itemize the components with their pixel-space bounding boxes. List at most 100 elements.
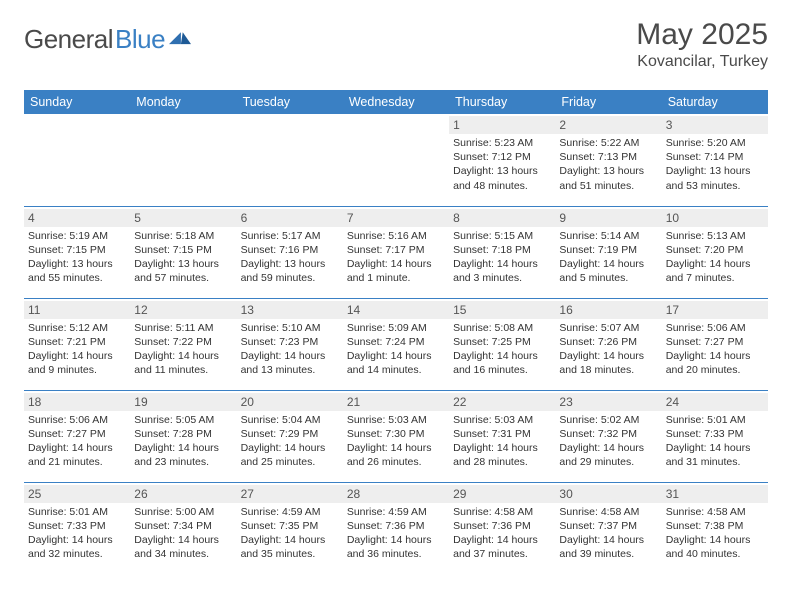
day-line-sr: Sunrise: 4:58 AM (666, 505, 764, 519)
calendar-day-empty (24, 114, 130, 206)
day-line-d2: and 16 minutes. (453, 363, 551, 377)
calendar-day: 27Sunrise: 4:59 AMSunset: 7:35 PMDayligh… (237, 482, 343, 574)
day-header: Monday (130, 90, 236, 114)
day-line-d2: and 23 minutes. (134, 455, 232, 469)
day-line-ss: Sunset: 7:38 PM (666, 519, 764, 533)
day-line-sr: Sunrise: 5:04 AM (241, 413, 339, 427)
day-line-d1: Daylight: 13 hours (28, 257, 126, 271)
day-header: Thursday (449, 90, 555, 114)
day-line-sr: Sunrise: 5:06 AM (666, 321, 764, 335)
calendar-day: 9 Sunrise: 5:14 AMSunset: 7:19 PMDaylight… (555, 206, 661, 298)
day-details: Sunrise: 4:59 AMSunset: 7:35 PMDaylight:… (241, 505, 339, 562)
day-line-d1: Daylight: 14 hours (559, 257, 657, 271)
calendar-week: 18Sunrise: 5:06 AMSunset: 7:27 PMDayligh… (24, 390, 768, 482)
day-line-d2: and 48 minutes. (453, 179, 551, 193)
day-line-d1: Daylight: 14 hours (134, 533, 232, 547)
calendar-day: 7Sunrise: 5:16 AMSunset: 7:17 PMDaylight… (343, 206, 449, 298)
day-line-sr: Sunrise: 5:01 AM (28, 505, 126, 519)
day-line-d2: and 37 minutes. (453, 547, 551, 561)
day-line-sr: Sunrise: 5:13 AM (666, 229, 764, 243)
day-details: Sunrise: 5:06 AMSunset: 7:27 PMDaylight:… (28, 413, 126, 470)
calendar-day: 26 Sunrise: 5:00 AMSunset: 7:34 PMDayligh… (130, 482, 236, 574)
day-number: 8 (449, 209, 555, 227)
title-block: May 2025 Kovancilar, Turkey (636, 18, 768, 71)
day-number: 5 (130, 209, 236, 227)
day-number: 20 (237, 393, 343, 411)
day-header: Tuesday (237, 90, 343, 114)
day-number: 2 (555, 116, 661, 134)
day-line-d2: and 26 minutes. (347, 455, 445, 469)
day-details: Sunrise: 5:07 AMSunset: 7:26 PMDaylight:… (559, 321, 657, 378)
location-label: Kovancilar, Turkey (636, 53, 768, 71)
day-line-d2: and 31 minutes. (666, 455, 764, 469)
brand-mark-icon (169, 25, 191, 45)
day-number: 25 (24, 485, 130, 503)
day-line-sr: Sunrise: 5:02 AM (559, 413, 657, 427)
day-number: 9 (555, 209, 661, 227)
day-details: Sunrise: 5:01 AMSunset: 7:33 PMDaylight:… (28, 505, 126, 562)
day-number: 19 (130, 393, 236, 411)
day-line-sr: Sunrise: 5:03 AM (453, 413, 551, 427)
day-line-ss: Sunset: 7:33 PM (28, 519, 126, 533)
calendar-day: 22Sunrise: 5:03 AMSunset: 7:31 PMDayligh… (449, 390, 555, 482)
day-details: Sunrise: 4:59 AMSunset: 7:36 PMDaylight:… (347, 505, 445, 562)
day-line-d2: and 36 minutes. (347, 547, 445, 561)
day-details: Sunrise: 5:15 AMSunset: 7:18 PMDaylight:… (453, 229, 551, 286)
day-line-ss: Sunset: 7:34 PM (134, 519, 232, 533)
day-line-ss: Sunset: 7:17 PM (347, 243, 445, 257)
day-details: Sunrise: 5:03 AMSunset: 7:30 PMDaylight:… (347, 413, 445, 470)
day-line-ss: Sunset: 7:28 PM (134, 427, 232, 441)
day-line-ss: Sunset: 7:36 PM (453, 519, 551, 533)
day-line-sr: Sunrise: 5:19 AM (28, 229, 126, 243)
day-line-d2: and 5 minutes. (559, 271, 657, 285)
day-number: 18 (24, 393, 130, 411)
day-line-sr: Sunrise: 5:00 AM (134, 505, 232, 519)
day-line-ss: Sunset: 7:29 PM (241, 427, 339, 441)
day-details: Sunrise: 5:17 AMSunset: 7:16 PMDaylight:… (241, 229, 339, 286)
calendar-day: 30Sunrise: 4:58 AMSunset: 7:37 PMDayligh… (555, 482, 661, 574)
calendar-day: 5Sunrise: 5:18 AMSunset: 7:15 PMDaylight… (130, 206, 236, 298)
day-details: Sunrise: 5:14 AMSunset: 7:19 PMDaylight:… (559, 229, 657, 286)
calendar-day: 8 Sunrise: 5:15 AMSunset: 7:18 PMDaylight… (449, 206, 555, 298)
day-line-d1: Daylight: 14 hours (28, 441, 126, 455)
day-line-d1: Daylight: 14 hours (347, 257, 445, 271)
page-title: May 2025 (636, 18, 768, 51)
calendar-day: 21Sunrise: 5:03 AMSunset: 7:30 PMDayligh… (343, 390, 449, 482)
day-line-sr: Sunrise: 5:05 AM (134, 413, 232, 427)
day-number: 4 (24, 209, 130, 227)
day-line-sr: Sunrise: 5:15 AM (453, 229, 551, 243)
day-line-d2: and 40 minutes. (666, 547, 764, 561)
day-line-sr: Sunrise: 5:06 AM (28, 413, 126, 427)
day-line-d2: and 28 minutes. (453, 455, 551, 469)
day-number: 26 (130, 485, 236, 503)
day-line-d1: Daylight: 14 hours (666, 533, 764, 547)
day-line-d1: Daylight: 14 hours (453, 441, 551, 455)
day-line-ss: Sunset: 7:23 PM (241, 335, 339, 349)
day-number: 22 (449, 393, 555, 411)
calendar-day: 13Sunrise: 5:10 AMSunset: 7:23 PMDayligh… (237, 298, 343, 390)
day-line-ss: Sunset: 7:19 PM (559, 243, 657, 257)
day-number: 3 (662, 116, 768, 134)
calendar-day: 18 Sunrise: 5:06 AMSunset: 7:27 PMDayligh… (24, 390, 130, 482)
header: GeneralBlue May 2025 Kovancilar, Turkey (24, 18, 768, 90)
day-details: Sunrise: 5:08 AMSunset: 7:25 PMDaylight:… (453, 321, 551, 378)
day-line-d1: Daylight: 13 hours (559, 164, 657, 178)
brand-logo: GeneralBlue (24, 18, 191, 55)
day-line-d2: and 14 minutes. (347, 363, 445, 377)
day-details: Sunrise: 4:58 AMSunset: 7:37 PMDaylight:… (559, 505, 657, 562)
calendar-day: 14Sunrise: 5:09 AMSunset: 7:24 PMDayligh… (343, 298, 449, 390)
day-line-d1: Daylight: 14 hours (347, 533, 445, 547)
calendar-day: 31 Sunrise: 4:58 AMSunset: 7:38 PMDayligh… (662, 482, 768, 574)
day-line-d1: Daylight: 14 hours (559, 533, 657, 547)
calendar-day-empty (237, 114, 343, 206)
day-line-d2: and 51 minutes. (559, 179, 657, 193)
day-line-ss: Sunset: 7:32 PM (559, 427, 657, 441)
day-line-sr: Sunrise: 5:16 AM (347, 229, 445, 243)
day-line-sr: Sunrise: 5:17 AM (241, 229, 339, 243)
day-number: 31 (662, 485, 768, 503)
calendar-table: SundayMondayTuesdayWednesdayThursdayFrid… (24, 90, 768, 574)
day-line-sr: Sunrise: 5:10 AM (241, 321, 339, 335)
day-line-ss: Sunset: 7:27 PM (28, 427, 126, 441)
day-details: Sunrise: 5:20 AMSunset: 7:14 PMDaylight:… (666, 136, 764, 193)
day-line-sr: Sunrise: 5:08 AM (453, 321, 551, 335)
